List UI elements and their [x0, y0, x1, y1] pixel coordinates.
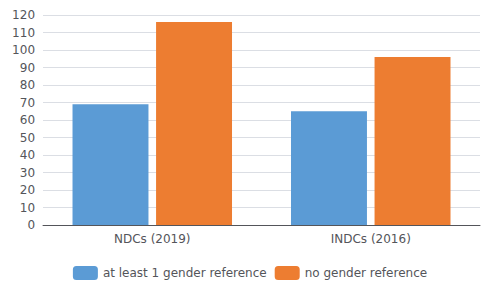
- svg-text:70: 70: [20, 96, 35, 110]
- svg-text:0: 0: [27, 218, 35, 232]
- svg-text:100: 100: [12, 43, 35, 57]
- svg-text:120: 120: [12, 8, 35, 22]
- svg-text:no gender reference: no gender reference: [305, 266, 427, 280]
- svg-text:80: 80: [20, 78, 35, 92]
- svg-text:30: 30: [20, 166, 35, 180]
- svg-text:90: 90: [20, 61, 35, 75]
- svg-text:20: 20: [20, 183, 35, 197]
- svg-text:at least 1 gender reference: at least 1 gender reference: [103, 266, 267, 280]
- svg-text:NDCs (2019): NDCs (2019): [114, 232, 191, 246]
- svg-text:110: 110: [12, 26, 35, 40]
- svg-text:40: 40: [20, 148, 35, 162]
- svg-text:60: 60: [20, 113, 35, 127]
- svg-text:10: 10: [20, 201, 35, 215]
- svg-text:INDCs (2016): INDCs (2016): [331, 232, 411, 246]
- svg-text:50: 50: [20, 131, 35, 145]
